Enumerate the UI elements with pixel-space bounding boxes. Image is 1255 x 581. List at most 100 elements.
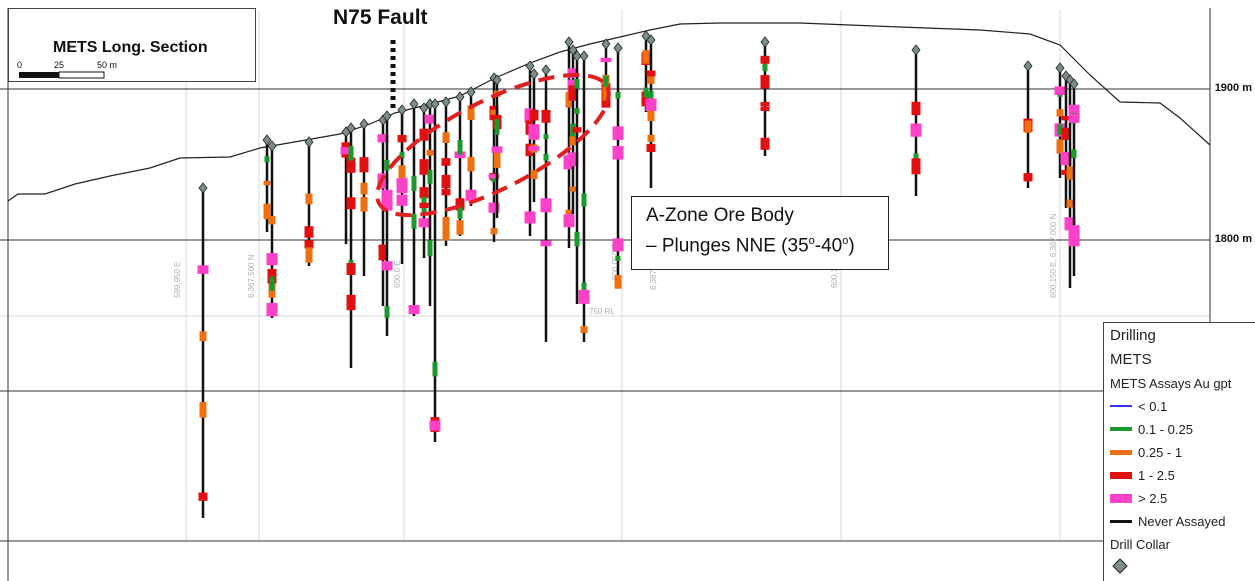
assay-interval	[762, 63, 768, 72]
assay-interval	[396, 194, 408, 206]
assay-interval	[465, 189, 477, 201]
assay-interval	[467, 105, 475, 120]
assay-interval	[488, 174, 500, 179]
legend-subheading: METS Assays Au gpt	[1110, 376, 1232, 391]
legend-swatch	[1110, 493, 1132, 503]
assay-interval	[441, 158, 451, 166]
assay-interval	[426, 149, 434, 156]
legend-group: METS	[1110, 351, 1152, 368]
assay-interval	[268, 215, 276, 225]
assay-interval	[569, 186, 577, 192]
drill-collar	[409, 98, 419, 110]
assay-interval	[411, 213, 417, 229]
assay-interval	[199, 331, 207, 342]
assay-interval	[528, 124, 540, 134]
grid-label: 600,050 E	[611, 244, 620, 280]
title-box: METS Long. Section 0 25 50 m	[8, 8, 256, 82]
assay-interval	[760, 55, 770, 64]
assay-interval	[1056, 139, 1064, 154]
assay-interval	[580, 326, 588, 333]
assay-interval	[340, 147, 352, 155]
legend-item: > 2.5	[1110, 489, 1167, 507]
section-title: METS Long. Section	[53, 39, 208, 56]
drill-hole	[304, 136, 314, 266]
assay-interval	[442, 216, 450, 233]
drill-collar	[613, 42, 623, 54]
assay-interval	[642, 50, 650, 64]
drill-collar	[541, 64, 551, 76]
assay-interval	[574, 231, 580, 246]
assay-interval	[494, 119, 500, 135]
drill-hole	[359, 118, 369, 276]
assay-interval	[267, 268, 277, 284]
drill-collar	[601, 38, 611, 50]
assay-interval	[1068, 104, 1080, 115]
assay-interval	[760, 75, 770, 89]
assay-interval	[1056, 109, 1064, 117]
assay-interval	[603, 75, 609, 88]
assay-interval	[581, 193, 587, 207]
grid-label: 750 RL	[589, 307, 615, 316]
drill-collar	[304, 136, 314, 148]
drill-collar	[359, 118, 369, 130]
drill-hole	[540, 64, 552, 342]
assay-interval	[645, 98, 657, 111]
assay-interval	[528, 146, 540, 151]
assay-interval	[398, 165, 406, 179]
legend-swatch	[1110, 519, 1132, 523]
assay-interval	[540, 198, 552, 213]
assay-interval	[1066, 166, 1074, 180]
assay-interval	[266, 302, 278, 317]
assay-interval	[1068, 225, 1080, 239]
assay-interval	[1023, 173, 1033, 182]
drill-collar-icon	[1112, 558, 1128, 574]
assay-interval	[381, 189, 393, 199]
assay-interval	[491, 146, 503, 153]
drill-collar	[1069, 78, 1079, 90]
ore-body-callout: A-Zone Ore Body – Plunges NNE (35o-40o)	[631, 196, 889, 270]
drill-collar	[1023, 60, 1033, 72]
drill-hole	[441, 96, 451, 246]
legend-item: 0.1 - 0.25	[1110, 420, 1193, 438]
assay-interval	[569, 136, 577, 146]
assay-interval	[397, 134, 407, 143]
legend-item-label: Never Assayed	[1138, 513, 1226, 529]
assay-interval	[1064, 217, 1076, 231]
assay-interval	[419, 159, 429, 175]
drill-hole	[528, 68, 540, 202]
legend-item: < 0.1	[1110, 397, 1167, 415]
drill-hole	[266, 140, 278, 318]
ore-body-line2: – Plunges NNE (35o-40o)	[646, 235, 855, 257]
elevation-label-1800: 1800 m	[1213, 233, 1253, 245]
assay-interval	[488, 202, 500, 213]
assay-interval	[467, 156, 475, 172]
drill-collar	[382, 110, 392, 122]
drill-hole	[572, 50, 582, 304]
drill-hole	[1023, 60, 1033, 188]
scale-label-0: 0	[17, 60, 23, 70]
assay-interval	[574, 108, 580, 114]
assay-interval	[427, 240, 433, 255]
legend-heading: Drilling	[1110, 327, 1156, 344]
legend-item: 1 - 2.5	[1110, 466, 1175, 484]
drill-hole	[262, 134, 272, 232]
drill-collar	[579, 50, 589, 62]
assay-interval	[304, 240, 314, 249]
assay-interval	[441, 174, 451, 189]
assay-interval	[346, 197, 356, 210]
assay-interval	[411, 175, 417, 192]
drill-hole	[424, 98, 436, 306]
assay-interval	[543, 134, 549, 140]
grid-label: 599,950 E	[173, 262, 182, 298]
drill-collar	[911, 44, 921, 56]
assay-interval	[540, 240, 552, 247]
assay-interval	[432, 361, 438, 377]
assay-interval	[1068, 113, 1080, 123]
assay-interval	[493, 152, 501, 168]
assay-interval	[1024, 120, 1032, 133]
drill-collar	[529, 68, 539, 80]
assay-interval	[567, 152, 579, 167]
scale-bar	[19, 71, 105, 79]
ore-body-outline	[375, 72, 611, 218]
assay-interval	[263, 203, 271, 220]
